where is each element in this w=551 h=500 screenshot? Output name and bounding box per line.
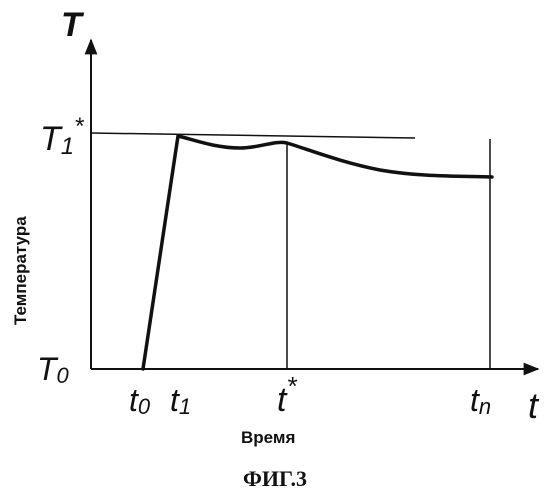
t1-star-label: T1*	[40, 113, 84, 160]
x-tick-t1: t1	[170, 382, 191, 419]
y-axis-symbol: T	[61, 6, 85, 44]
x-axis-title: Время	[241, 428, 295, 447]
x-tick-tstar: t*	[277, 371, 297, 419]
t0-label: T0	[37, 351, 70, 388]
x-tick-tn: tn	[470, 382, 491, 419]
t1-star-reference-line	[91, 133, 415, 138]
y-axis-title: Температура	[11, 216, 30, 325]
x-axis-symbol: t	[528, 385, 540, 426]
figure-caption: ФИГ.3	[243, 466, 307, 491]
x-tick-t0: t0	[129, 382, 151, 419]
temperature-curve	[143, 136, 492, 369]
